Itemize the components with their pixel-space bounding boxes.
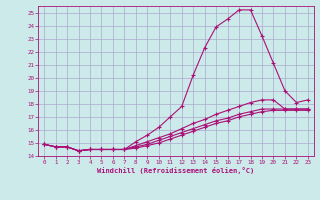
X-axis label: Windchill (Refroidissement éolien,°C): Windchill (Refroidissement éolien,°C): [97, 167, 255, 174]
